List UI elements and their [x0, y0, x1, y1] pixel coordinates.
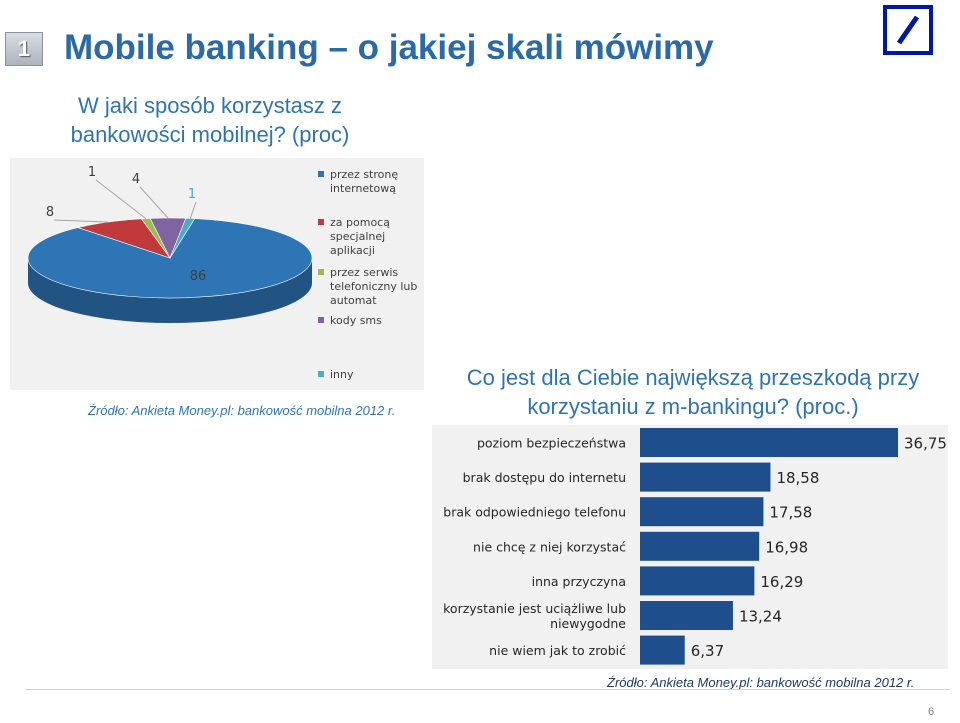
legend-label-1-1: specjalnej — [330, 230, 385, 243]
pie-value-label-3: 4 — [132, 172, 140, 187]
pie-value-label-1: 8 — [46, 205, 54, 220]
bar-category-label-3-0: nie chcę z niej korzystać — [473, 539, 626, 554]
legend-swatch-1 — [318, 219, 324, 225]
bar-value-label-6: 6,37 — [691, 642, 724, 660]
bank-logo-icon — [883, 5, 933, 55]
pie-chart-panel: 86 8 1 4 1 przez stronę internetową za pomocą sp… — [10, 158, 424, 390]
bar-chart-source: Źródło: Ankieta Money.pl: bankowość mobi… — [607, 675, 915, 690]
legend-label-1-0: za pomocą — [330, 216, 390, 229]
legend-label-4-0: inny — [330, 368, 354, 381]
pie-question-line-2: bankowości mobilnej? (proc) — [70, 122, 350, 147]
pie-value-label-0: 86 — [190, 269, 207, 284]
legend-label-3-0: kody sms — [330, 314, 382, 327]
bar-0 — [640, 428, 898, 457]
legend-swatch-3 — [318, 317, 324, 323]
bar-category-label-5-1: niewygodne — [550, 616, 626, 631]
bar-category-label-1-0: brak dostępu do internetu — [463, 470, 626, 485]
pie-chart-question: W jaki sposób korzystasz z bankowości mo… — [20, 91, 400, 149]
pie-side-0 — [28, 258, 312, 323]
bar-value-label-1: 18,58 — [776, 469, 819, 487]
legend-label-2-2: automat — [330, 294, 377, 307]
bar-category-label-2-0: brak odpowiedniego telefonu — [443, 505, 626, 520]
page-number: 6 — [928, 706, 935, 718]
bar-4 — [640, 566, 755, 596]
legend-label-1-2: aplikacji — [330, 244, 375, 257]
legend-swatch-0 — [318, 171, 324, 177]
legend-label-0-0: przez stronę — [330, 168, 398, 181]
bar-value-label-2: 17,58 — [769, 504, 812, 522]
pie-chart-source: Źródło: Ankieta Money.pl: bankowość mobi… — [88, 403, 396, 418]
pie-leader-2 — [95, 179, 147, 219]
bar-value-label-5: 13,24 — [739, 608, 782, 626]
bar-chart-panel: 36,75 poziom bezpieczeństwa 18,58 brak dost… — [432, 425, 948, 669]
pie-leader-1 — [53, 219, 108, 223]
bar-6 — [640, 635, 685, 665]
bar-category-label-4-0: inna przyczyna — [532, 574, 626, 589]
pie-question-line-1: W jaki sposób korzystasz z — [77, 93, 343, 118]
bar-1 — [640, 462, 771, 492]
bar-value-label-0: 36,75 — [904, 435, 947, 453]
bar-chart-question: Co jest dla Ciebie największą przeszkodą… — [426, 363, 960, 421]
pie-leader-4 — [189, 201, 197, 219]
bar-category-label-6-0: nie wiem jak to zrobić — [489, 643, 626, 658]
bar-question-line-1: Co jest dla Ciebie największą przeszkodą… — [466, 365, 920, 390]
bar-category-label-0-0: poziom bezpieczeństwa — [477, 436, 626, 451]
pie-leader-3 — [139, 186, 169, 219]
bar-category-label-5-0: korzystanie jest uciążliwe lub — [443, 601, 626, 616]
bar-value-label-3: 16,98 — [765, 538, 808, 556]
legend-label-0-1: internetową — [330, 182, 396, 195]
legend-label-2-1: telefoniczny lub — [330, 280, 417, 293]
legend-label-2-0: przez serwis — [330, 266, 398, 279]
bar-5 — [640, 601, 733, 630]
pie-value-label-4: 1 — [188, 187, 196, 202]
bar-2 — [640, 497, 764, 527]
bar-3 — [640, 531, 760, 561]
page-title: Mobile banking – o jakiej skali mówimy — [64, 28, 714, 67]
legend-swatch-2 — [318, 269, 324, 275]
bar-question-line-2: korzystaniu z m-bankingu? (proc.) — [527, 394, 859, 419]
footer-divider — [25, 689, 950, 690]
legend-swatch-4 — [318, 371, 324, 377]
pie-value-label-2: 1 — [88, 165, 96, 180]
slide-number-badge: 1 — [5, 32, 43, 66]
bar-value-label-4: 16,29 — [760, 573, 803, 591]
bar-chart: 36,75 poziom bezpieczeństwa 18,58 brak dost… — [443, 428, 947, 665]
